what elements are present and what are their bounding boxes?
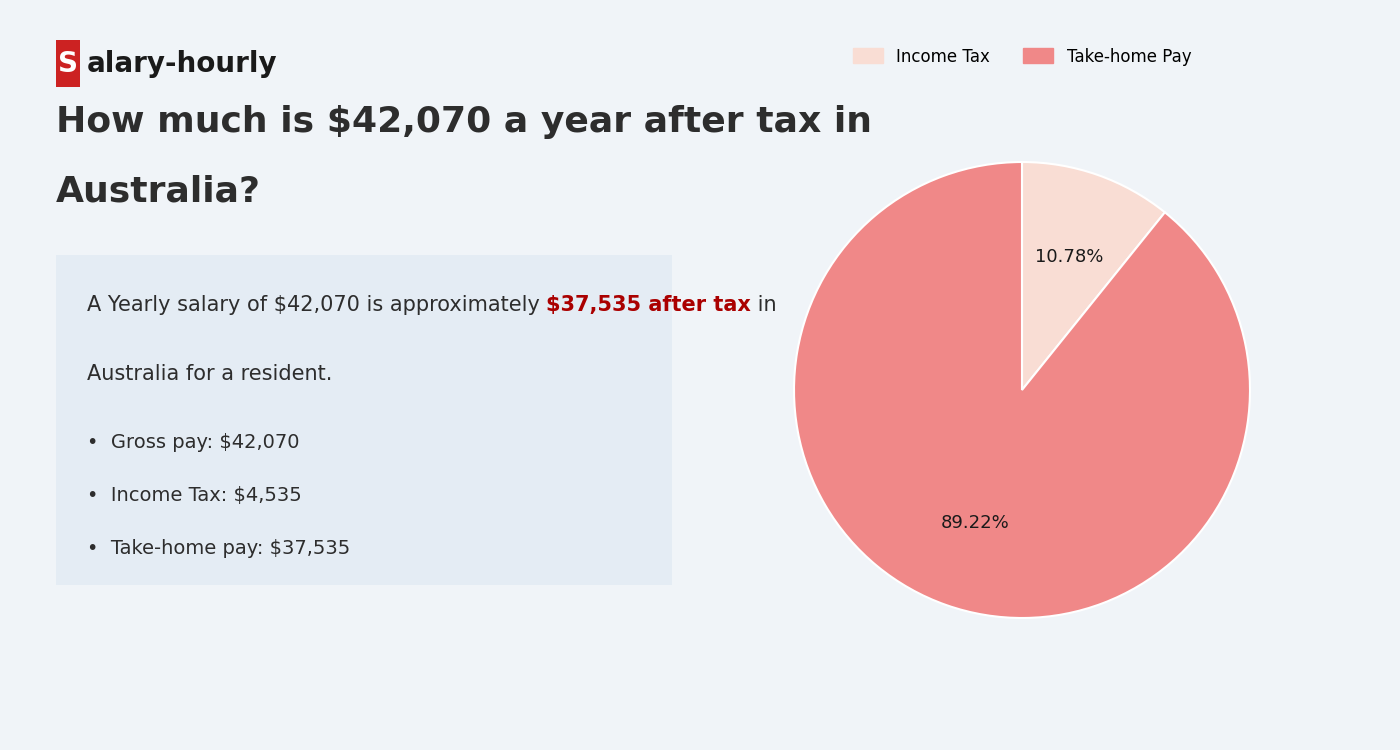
Text: $37,535 after tax: $37,535 after tax (546, 295, 752, 314)
Text: How much is $42,070 a year after tax in: How much is $42,070 a year after tax in (56, 105, 872, 139)
Wedge shape (1022, 162, 1165, 390)
Text: 89.22%: 89.22% (941, 514, 1009, 532)
Text: Australia for a resident.: Australia for a resident. (87, 364, 332, 384)
Text: •  Income Tax: $4,535: • Income Tax: $4,535 (87, 486, 301, 505)
Text: S: S (57, 50, 78, 78)
Wedge shape (794, 162, 1250, 618)
Text: 10.78%: 10.78% (1035, 248, 1103, 266)
Text: •  Take-home pay: $37,535: • Take-home pay: $37,535 (87, 538, 350, 558)
Text: alary-hourly: alary-hourly (87, 50, 277, 78)
Text: Australia?: Australia? (56, 175, 260, 208)
Text: •  Gross pay: $42,070: • Gross pay: $42,070 (87, 433, 300, 452)
FancyBboxPatch shape (56, 40, 80, 88)
Text: A Yearly salary of $42,070 is approximately: A Yearly salary of $42,070 is approximat… (87, 295, 546, 314)
FancyBboxPatch shape (56, 255, 672, 585)
Legend: Income Tax, Take-home Pay: Income Tax, Take-home Pay (844, 39, 1200, 74)
Text: in: in (752, 295, 777, 314)
